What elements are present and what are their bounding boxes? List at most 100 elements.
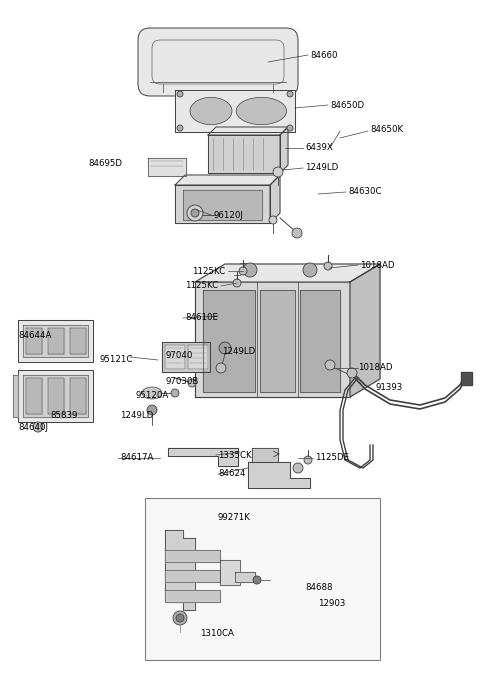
Polygon shape bbox=[175, 175, 280, 185]
Circle shape bbox=[177, 91, 183, 97]
Polygon shape bbox=[70, 328, 86, 354]
Circle shape bbox=[292, 228, 302, 238]
Circle shape bbox=[188, 379, 196, 387]
Polygon shape bbox=[203, 290, 255, 392]
Text: 97030B: 97030B bbox=[165, 378, 198, 386]
Circle shape bbox=[243, 263, 257, 277]
Polygon shape bbox=[23, 325, 88, 357]
Circle shape bbox=[239, 267, 247, 275]
Circle shape bbox=[147, 405, 157, 415]
Bar bbox=[145, 498, 380, 660]
Circle shape bbox=[293, 463, 303, 473]
Polygon shape bbox=[48, 328, 64, 354]
Polygon shape bbox=[175, 90, 295, 132]
Circle shape bbox=[173, 611, 187, 625]
Text: 84650K: 84650K bbox=[370, 125, 403, 135]
Circle shape bbox=[253, 576, 261, 584]
Circle shape bbox=[324, 262, 332, 270]
Polygon shape bbox=[183, 190, 262, 220]
Text: 1125KC: 1125KC bbox=[192, 267, 225, 276]
Polygon shape bbox=[195, 282, 350, 397]
Text: 95121C: 95121C bbox=[100, 356, 133, 365]
Text: 84617A: 84617A bbox=[120, 453, 154, 462]
Polygon shape bbox=[18, 320, 93, 362]
Ellipse shape bbox=[236, 97, 287, 124]
Text: 84695D: 84695D bbox=[88, 159, 122, 168]
Text: 1125DE: 1125DE bbox=[315, 453, 349, 462]
Polygon shape bbox=[165, 345, 185, 369]
Text: 91393: 91393 bbox=[375, 384, 402, 393]
FancyBboxPatch shape bbox=[138, 28, 298, 96]
Polygon shape bbox=[461, 372, 472, 385]
Text: 1018AD: 1018AD bbox=[360, 261, 395, 269]
Circle shape bbox=[303, 263, 317, 277]
Polygon shape bbox=[23, 375, 88, 417]
Text: 99271K: 99271K bbox=[218, 514, 251, 523]
Circle shape bbox=[191, 209, 199, 217]
Text: 1249LD: 1249LD bbox=[120, 412, 153, 421]
Text: 1335CK: 1335CK bbox=[218, 451, 252, 460]
Text: 84688: 84688 bbox=[305, 583, 333, 592]
Polygon shape bbox=[26, 378, 42, 414]
Polygon shape bbox=[208, 135, 280, 173]
Circle shape bbox=[347, 368, 357, 378]
Polygon shape bbox=[235, 572, 255, 582]
Polygon shape bbox=[165, 570, 220, 582]
Text: 1249LD: 1249LD bbox=[305, 163, 338, 172]
Ellipse shape bbox=[190, 97, 232, 124]
Circle shape bbox=[304, 456, 312, 464]
Circle shape bbox=[287, 91, 293, 97]
Polygon shape bbox=[195, 264, 380, 282]
Polygon shape bbox=[208, 127, 288, 135]
Text: 84640J: 84640J bbox=[18, 423, 48, 432]
Circle shape bbox=[325, 360, 335, 370]
Polygon shape bbox=[188, 345, 208, 369]
Text: 1310CA: 1310CA bbox=[200, 629, 234, 638]
Text: 96120J: 96120J bbox=[213, 211, 243, 220]
Text: 12903: 12903 bbox=[318, 599, 346, 609]
Text: 95120A: 95120A bbox=[135, 391, 168, 401]
Circle shape bbox=[171, 389, 179, 397]
Text: 1125KC: 1125KC bbox=[185, 282, 218, 291]
Polygon shape bbox=[70, 378, 86, 414]
Polygon shape bbox=[175, 185, 270, 223]
Polygon shape bbox=[165, 590, 220, 602]
Polygon shape bbox=[165, 550, 220, 562]
Circle shape bbox=[33, 422, 43, 432]
Circle shape bbox=[177, 125, 183, 131]
Polygon shape bbox=[148, 158, 186, 176]
Polygon shape bbox=[300, 290, 340, 392]
Polygon shape bbox=[165, 530, 195, 610]
Polygon shape bbox=[350, 264, 380, 397]
Circle shape bbox=[219, 342, 231, 354]
Polygon shape bbox=[26, 328, 42, 354]
Circle shape bbox=[216, 363, 226, 373]
Text: 6439X: 6439X bbox=[305, 144, 333, 153]
Text: 84660: 84660 bbox=[310, 51, 337, 60]
Text: 84610E: 84610E bbox=[185, 313, 218, 322]
Polygon shape bbox=[280, 127, 288, 173]
Text: 84650D: 84650D bbox=[330, 101, 364, 109]
Polygon shape bbox=[248, 462, 310, 488]
Polygon shape bbox=[260, 290, 295, 392]
Text: 85839: 85839 bbox=[50, 412, 77, 421]
Polygon shape bbox=[13, 375, 18, 417]
Polygon shape bbox=[48, 378, 64, 414]
Ellipse shape bbox=[142, 387, 162, 399]
Circle shape bbox=[269, 216, 277, 224]
Text: 84644A: 84644A bbox=[18, 330, 51, 339]
Polygon shape bbox=[252, 448, 278, 462]
Circle shape bbox=[287, 125, 293, 131]
Polygon shape bbox=[220, 560, 240, 585]
Circle shape bbox=[273, 167, 283, 177]
Text: 97040: 97040 bbox=[165, 350, 192, 360]
Circle shape bbox=[176, 614, 184, 622]
Text: 1018AD: 1018AD bbox=[358, 363, 393, 373]
Circle shape bbox=[233, 279, 241, 287]
Text: 84624: 84624 bbox=[218, 469, 245, 479]
Circle shape bbox=[187, 205, 203, 221]
Polygon shape bbox=[18, 370, 93, 422]
Polygon shape bbox=[270, 175, 280, 223]
Text: 1249LD: 1249LD bbox=[222, 347, 255, 356]
Text: 84630C: 84630C bbox=[348, 187, 382, 196]
